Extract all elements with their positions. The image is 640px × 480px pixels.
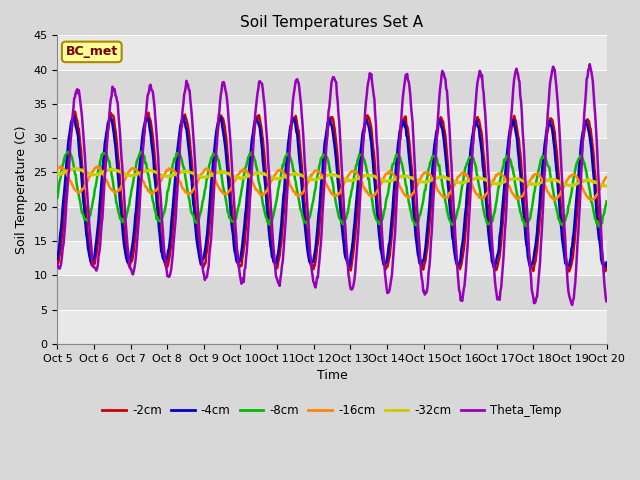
Bar [58, 310, 607, 344]
Title: Soil Temperatures Set A: Soil Temperatures Set A [241, 15, 424, 30]
Bar [58, 207, 607, 241]
Bar [58, 70, 607, 104]
Y-axis label: Soil Temperature (C): Soil Temperature (C) [15, 125, 28, 254]
Bar [58, 104, 607, 138]
Legend: -2cm, -4cm, -8cm, -16cm, -32cm, Theta_Temp: -2cm, -4cm, -8cm, -16cm, -32cm, Theta_Te… [98, 399, 566, 421]
Bar [58, 241, 607, 276]
Bar [58, 172, 607, 207]
Bar [58, 138, 607, 172]
Bar [58, 36, 607, 70]
Bar [58, 276, 607, 310]
Text: BC_met: BC_met [66, 46, 118, 59]
X-axis label: Time: Time [317, 369, 348, 382]
